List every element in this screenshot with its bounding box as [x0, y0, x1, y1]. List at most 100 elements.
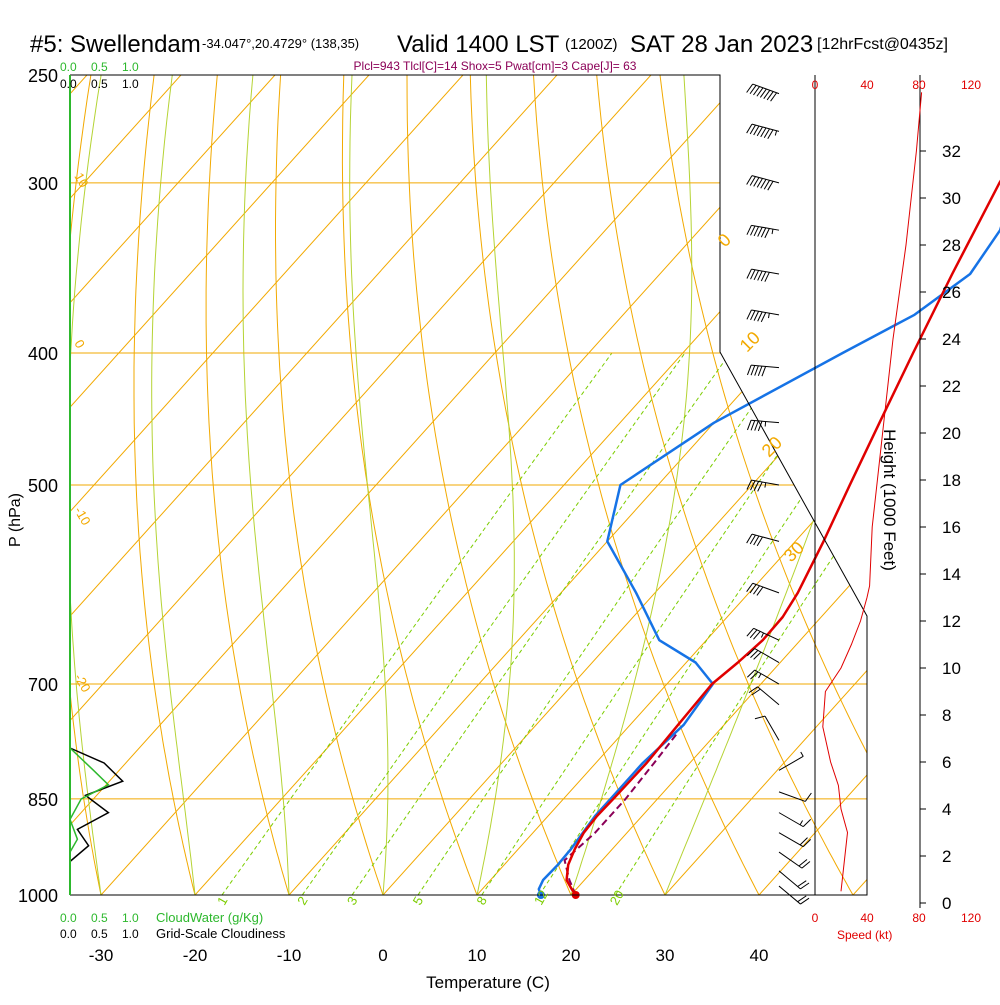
height-tick-label: 26 [942, 283, 961, 302]
wind-barb-flag [805, 793, 811, 801]
wind-barb-half-flag [768, 313, 769, 318]
chart-forecast: [12hrFcst@0435z] [817, 36, 948, 53]
wind-barb-shaft [753, 84, 779, 94]
wind-barb [755, 716, 779, 740]
mixing-ratio-line [482, 353, 847, 895]
parcel-line [565, 733, 678, 895]
isotherm-line [0, 0, 676, 924]
dry-adiabat-label: 30 [780, 538, 808, 566]
wind-barb [747, 176, 779, 191]
isotherm-edge-label: -10 [71, 504, 93, 528]
height-tick-label: 32 [942, 142, 961, 161]
cloud-water-tick-label: 1.0 [122, 60, 139, 74]
wind-barb-half-flag [772, 229, 773, 234]
isotherm-line [827, 0, 1000, 924]
dry-adiabat-line [134, 0, 203, 924]
background-lines [0, 0, 1000, 924]
isotherm-line [0, 0, 864, 924]
wind-barb-half-flag [775, 131, 776, 136]
cloud-water-tick-label: 1.0 [122, 911, 139, 925]
mixing-ratio-label: 20 [607, 888, 627, 908]
temperature-tick-label: -10 [277, 946, 302, 965]
wind-barb-half-flag [765, 483, 766, 488]
cloudiness-tick-label: 0.5 [91, 77, 108, 91]
isotherm-line [639, 0, 1000, 924]
cloudiness-tick-label: 1.0 [122, 77, 139, 91]
temperature-tick-label: 10 [468, 946, 487, 965]
wind-barb [747, 649, 779, 663]
mixing-ratio-label: 3 [344, 894, 361, 908]
isotherm-edge-label: 0 [71, 337, 88, 351]
cloud-water-tick-label: 0.0 [60, 60, 77, 74]
wind-speed-line [823, 92, 922, 891]
speed-tick-label: 120 [961, 78, 981, 92]
speed-axis-title: Speed (kt) [837, 928, 892, 942]
isotherm-line [921, 0, 1000, 924]
moist-adiabat-line [665, 0, 958, 895]
wind-barb-flag [751, 365, 755, 375]
height-tick-label: 16 [942, 518, 961, 537]
cloud-water-line [70, 748, 108, 852]
height-tick-label: 18 [942, 471, 961, 490]
wind-barb [747, 365, 779, 376]
wind-barb [779, 813, 811, 827]
height-tick-label: 28 [942, 236, 961, 255]
speed-tick-label: 40 [860, 911, 874, 925]
cloudiness-tick-label: 0.0 [60, 77, 77, 91]
wind-barb-shaft [755, 670, 779, 684]
height-tick-label: 10 [942, 659, 961, 678]
dry-adiabat-line [886, 0, 1000, 924]
dry-adiabat-line [407, 0, 584, 924]
pressure-tick-label: 850 [28, 790, 58, 810]
speed-tick-label: 80 [912, 78, 926, 92]
temperature-tick-label: 30 [656, 946, 675, 965]
pressure-tick-label: 1000 [18, 886, 58, 906]
height-tick-label: 14 [942, 565, 961, 584]
height-axis-title: Height (1000 Feet) [880, 429, 899, 571]
height-tick-label: 24 [942, 330, 961, 349]
wind-barb-flag [803, 819, 810, 826]
cloud-water-tick-label: 0.5 [91, 60, 108, 74]
dry-adiabat-line [708, 0, 1000, 924]
cloudiness-tick-label: 1.0 [122, 927, 139, 941]
wind-barb-flag [751, 421, 755, 431]
wind-barb-flag [758, 312, 762, 321]
isotherm-edge-label: -20 [71, 671, 93, 695]
moist-adiabat-line [243, 0, 289, 895]
wind-barb-flag [751, 226, 755, 235]
wind-barb-flag [761, 272, 765, 281]
speed-tick-label: 0 [812, 911, 819, 925]
isotherm-line [0, 0, 300, 924]
wind-barb-flag [758, 271, 762, 280]
temperature-tick-label: 20 [562, 946, 581, 965]
wind-barb-flag [747, 269, 751, 278]
height-tick-label: 12 [942, 612, 961, 631]
wind-barb-flag [758, 227, 762, 236]
wind-barb-shaft [779, 833, 803, 847]
wind-barb-flag [754, 270, 758, 279]
temperature-tick-label: 40 [750, 946, 769, 965]
isotherm-line [0, 0, 394, 924]
cloud-water-tick-label: 0.5 [91, 911, 108, 925]
dry-adiabat-label: 10 [736, 328, 764, 356]
mixing-ratio-label: 2 [294, 894, 311, 908]
wind-barb-flag [747, 420, 751, 430]
wind-barb-shaft [779, 756, 803, 770]
wind-barb-flag [751, 311, 755, 320]
moist-adiabat-line [350, 0, 388, 895]
temperature-tick-label: -30 [89, 946, 114, 965]
dry-adiabat-line [470, 0, 680, 924]
mixing-ratio-line [615, 353, 967, 895]
temperature-tick-label: -20 [183, 946, 208, 965]
temperature-tick-label: 0 [378, 946, 387, 965]
wind-barb [779, 792, 811, 802]
wind-barb-flag [761, 313, 765, 322]
height-tick-label: 0 [942, 894, 951, 913]
speed-tick-label: 0 [812, 78, 819, 92]
cloud-water-title: CloudWater (g/Kg) [156, 910, 263, 925]
chart-date: SAT 28 Jan 2023 [630, 31, 813, 58]
height-tick-label: 8 [942, 706, 951, 725]
